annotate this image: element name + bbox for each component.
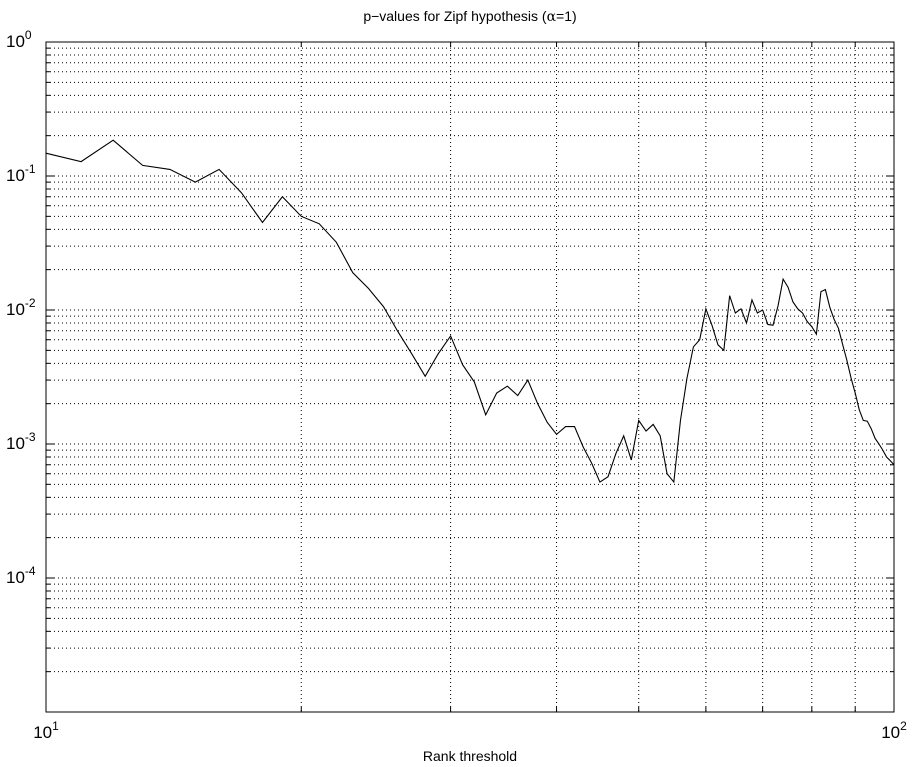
title-suffix: =1) xyxy=(556,8,577,24)
plot-area-frame xyxy=(45,41,895,713)
x-tick-label: 102 xyxy=(881,719,907,742)
y-tick-label: 10-2 xyxy=(6,296,36,319)
x-axis-label: Rank threshold xyxy=(423,748,517,764)
y-tick-label: 10-1 xyxy=(6,162,36,185)
series-layer xyxy=(45,139,895,484)
series-line xyxy=(45,139,895,484)
y-tick-label: 10-3 xyxy=(6,430,36,453)
x-tick-label: 101 xyxy=(33,719,59,742)
tick-marks xyxy=(46,42,894,712)
title-alpha-symbol: α xyxy=(547,9,557,25)
tick-labels: 101 102 100 10-1 10-2 10-3 10-4 xyxy=(6,28,907,742)
chart-title: p−values for Zipf hypothesis (α=1) xyxy=(363,8,576,25)
grid xyxy=(46,42,894,712)
title-prefix: p−values for Zipf hypothesis ( xyxy=(363,8,547,24)
y-tick-label: 10-4 xyxy=(6,564,36,587)
y-tick-label: 100 xyxy=(6,28,32,51)
